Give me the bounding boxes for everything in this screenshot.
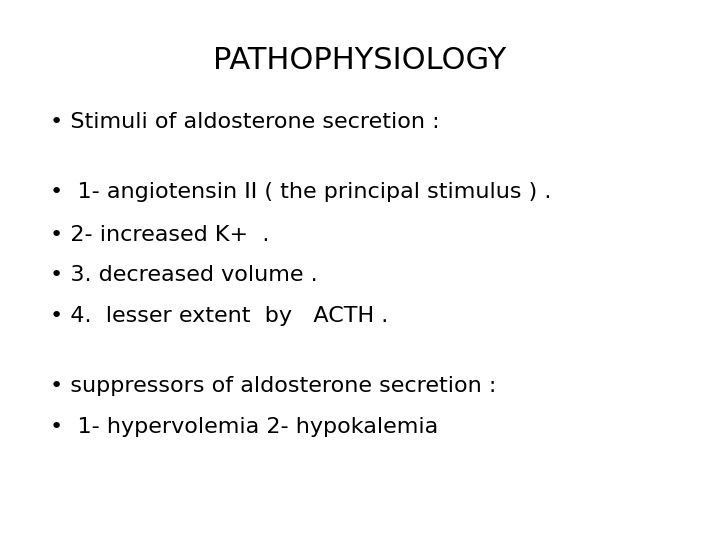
Text: •  1- hypervolemia 2- hypokalemia: • 1- hypervolemia 2- hypokalemia	[50, 416, 438, 437]
Text: PATHOPHYSIOLOGY: PATHOPHYSIOLOGY	[213, 46, 507, 75]
Text: • 3. decreased volume .: • 3. decreased volume .	[50, 265, 318, 286]
Text: • Stimuli of aldosterone secretion :: • Stimuli of aldosterone secretion :	[50, 111, 440, 132]
Text: • suppressors of aldosterone secretion :: • suppressors of aldosterone secretion :	[50, 376, 497, 396]
Text: • 4.  lesser extent  by   ACTH .: • 4. lesser extent by ACTH .	[50, 306, 389, 326]
Text: •  1- angiotensin II ( the principal stimulus ) .: • 1- angiotensin II ( the principal stim…	[50, 181, 552, 202]
Text: • 2- increased K+  .: • 2- increased K+ .	[50, 225, 270, 245]
